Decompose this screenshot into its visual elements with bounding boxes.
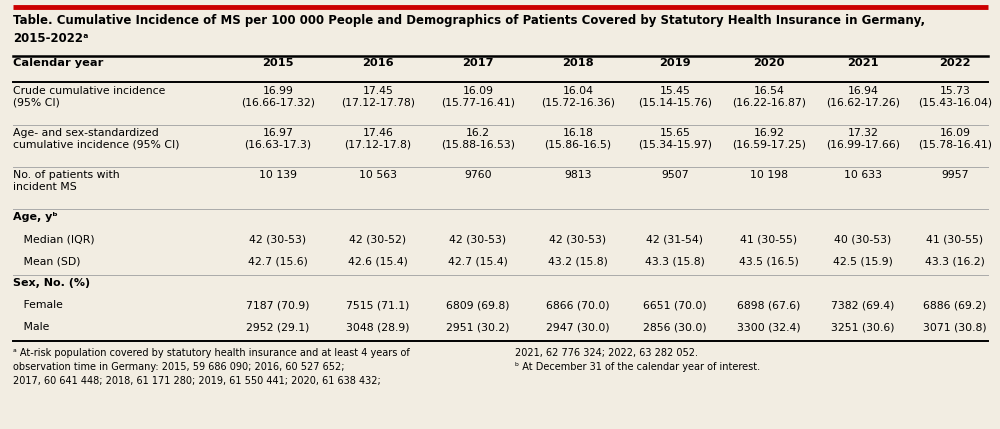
Text: 9760: 9760 bbox=[464, 170, 492, 180]
Text: 10 198: 10 198 bbox=[750, 170, 788, 180]
Text: 3071 (30.8): 3071 (30.8) bbox=[923, 322, 987, 332]
Text: 6866 (70.0): 6866 (70.0) bbox=[546, 300, 610, 310]
Text: 7382 (69.4): 7382 (69.4) bbox=[831, 300, 895, 310]
Text: Age- and sex-standardized
cumulative incidence (95% CI): Age- and sex-standardized cumulative inc… bbox=[13, 128, 180, 150]
Text: 2947 (30.0): 2947 (30.0) bbox=[546, 322, 610, 332]
Text: 16.2
(15.88-16.53): 16.2 (15.88-16.53) bbox=[441, 128, 515, 150]
Text: 3048 (28.9): 3048 (28.9) bbox=[346, 322, 410, 332]
Text: 10 633: 10 633 bbox=[844, 170, 882, 180]
Text: Crude cumulative incidence
(95% CI): Crude cumulative incidence (95% CI) bbox=[13, 86, 165, 108]
Text: 7187 (70.9): 7187 (70.9) bbox=[246, 300, 310, 310]
Text: 16.09
(15.78-16.41): 16.09 (15.78-16.41) bbox=[918, 128, 992, 150]
Text: 42 (31-54): 42 (31-54) bbox=[646, 234, 704, 244]
Text: 6651 (70.0): 6651 (70.0) bbox=[643, 300, 707, 310]
Text: 2022: 2022 bbox=[939, 58, 971, 68]
Text: 2017, 60 641 448; 2018, 61 171 280; 2019, 61 550 441; 2020, 61 638 432;: 2017, 60 641 448; 2018, 61 171 280; 2019… bbox=[13, 376, 381, 386]
Text: 9507: 9507 bbox=[661, 170, 689, 180]
Text: 15.65
(15.34-15.97): 15.65 (15.34-15.97) bbox=[638, 128, 712, 150]
Text: Mean (SD): Mean (SD) bbox=[13, 256, 80, 266]
Text: Table. Cumulative Incidence of MS per 100 000 People and Demographics of Patient: Table. Cumulative Incidence of MS per 10… bbox=[13, 14, 925, 27]
Text: 2016: 2016 bbox=[362, 58, 394, 68]
Text: 42.7 (15.6): 42.7 (15.6) bbox=[248, 256, 308, 266]
Text: 42 (30-53): 42 (30-53) bbox=[249, 234, 307, 244]
Text: 17.32
(16.99-17.66): 17.32 (16.99-17.66) bbox=[826, 128, 900, 150]
Text: 17.46
(17.12-17.8): 17.46 (17.12-17.8) bbox=[344, 128, 412, 150]
Text: No. of patients with
incident MS: No. of patients with incident MS bbox=[13, 170, 120, 192]
Text: 3300 (32.4): 3300 (32.4) bbox=[737, 322, 801, 332]
Text: 2019: 2019 bbox=[659, 58, 691, 68]
Text: 16.04
(15.72-16.36): 16.04 (15.72-16.36) bbox=[541, 86, 615, 108]
Text: 6809 (69.8): 6809 (69.8) bbox=[446, 300, 510, 310]
Text: 6886 (69.2): 6886 (69.2) bbox=[923, 300, 987, 310]
Text: 7515 (71.1): 7515 (71.1) bbox=[346, 300, 410, 310]
Text: 42 (30-53): 42 (30-53) bbox=[449, 234, 507, 244]
Text: 9957: 9957 bbox=[941, 170, 969, 180]
Text: 15.45
(15.14-15.76): 15.45 (15.14-15.76) bbox=[638, 86, 712, 108]
Text: 2017: 2017 bbox=[462, 58, 494, 68]
Text: 2856 (30.0): 2856 (30.0) bbox=[643, 322, 707, 332]
Text: 16.94
(16.62-17.26): 16.94 (16.62-17.26) bbox=[826, 86, 900, 108]
Text: 9813: 9813 bbox=[564, 170, 592, 180]
Text: 42.5 (15.9): 42.5 (15.9) bbox=[833, 256, 893, 266]
Text: Sex, No. (%): Sex, No. (%) bbox=[13, 278, 90, 288]
Text: 10 563: 10 563 bbox=[359, 170, 397, 180]
Text: 42.6 (15.4): 42.6 (15.4) bbox=[348, 256, 408, 266]
Text: 16.97
(16.63-17.3): 16.97 (16.63-17.3) bbox=[244, 128, 312, 150]
Text: 40 (30-53): 40 (30-53) bbox=[834, 234, 892, 244]
Text: observation time in Germany: 2015, 59 686 090; 2016, 60 527 652;: observation time in Germany: 2015, 59 68… bbox=[13, 362, 344, 372]
Text: ᵇ At December 31 of the calendar year of interest.: ᵇ At December 31 of the calendar year of… bbox=[515, 362, 760, 372]
Text: Female: Female bbox=[13, 300, 63, 310]
Text: 15.73
(15.43-16.04): 15.73 (15.43-16.04) bbox=[918, 86, 992, 108]
Text: 2021: 2021 bbox=[847, 58, 879, 68]
Text: ᵃ At-risk population covered by statutory health insurance and at least 4 years : ᵃ At-risk population covered by statutor… bbox=[13, 348, 410, 358]
Text: 16.09
(15.77-16.41): 16.09 (15.77-16.41) bbox=[441, 86, 515, 108]
Text: 17.45
(17.12-17.78): 17.45 (17.12-17.78) bbox=[341, 86, 415, 108]
Text: 3251 (30.6): 3251 (30.6) bbox=[831, 322, 895, 332]
Text: 2020: 2020 bbox=[753, 58, 785, 68]
Text: 2015: 2015 bbox=[262, 58, 294, 68]
Text: 43.3 (16.2): 43.3 (16.2) bbox=[925, 256, 985, 266]
Text: 2952 (29.1): 2952 (29.1) bbox=[246, 322, 310, 332]
Text: 41 (30-55): 41 (30-55) bbox=[926, 234, 984, 244]
Text: 2021, 62 776 324; 2022, 63 282 052.: 2021, 62 776 324; 2022, 63 282 052. bbox=[515, 348, 698, 358]
Text: 43.3 (15.8): 43.3 (15.8) bbox=[645, 256, 705, 266]
Text: 16.92
(16.59-17.25): 16.92 (16.59-17.25) bbox=[732, 128, 806, 150]
Text: 16.18
(15.86-16.5): 16.18 (15.86-16.5) bbox=[544, 128, 612, 150]
Text: 2018: 2018 bbox=[562, 58, 594, 68]
Text: Age, yᵇ: Age, yᵇ bbox=[13, 212, 58, 222]
Text: 42.7 (15.4): 42.7 (15.4) bbox=[448, 256, 508, 266]
Text: 42 (30-52): 42 (30-52) bbox=[349, 234, 407, 244]
Text: 6898 (67.6): 6898 (67.6) bbox=[737, 300, 801, 310]
Text: 41 (30-55): 41 (30-55) bbox=[740, 234, 798, 244]
Text: Male: Male bbox=[13, 322, 49, 332]
Text: 10 139: 10 139 bbox=[259, 170, 297, 180]
Text: Median (IQR): Median (IQR) bbox=[13, 234, 95, 244]
Text: 16.99
(16.66-17.32): 16.99 (16.66-17.32) bbox=[241, 86, 315, 108]
Text: Calendar year: Calendar year bbox=[13, 58, 103, 68]
Text: 2015-2022ᵃ: 2015-2022ᵃ bbox=[13, 32, 88, 45]
Text: 43.5 (16.5): 43.5 (16.5) bbox=[739, 256, 799, 266]
Text: 2951 (30.2): 2951 (30.2) bbox=[446, 322, 510, 332]
Text: 43.2 (15.8): 43.2 (15.8) bbox=[548, 256, 608, 266]
Text: 42 (30-53): 42 (30-53) bbox=[549, 234, 607, 244]
Text: 16.54
(16.22-16.87): 16.54 (16.22-16.87) bbox=[732, 86, 806, 108]
